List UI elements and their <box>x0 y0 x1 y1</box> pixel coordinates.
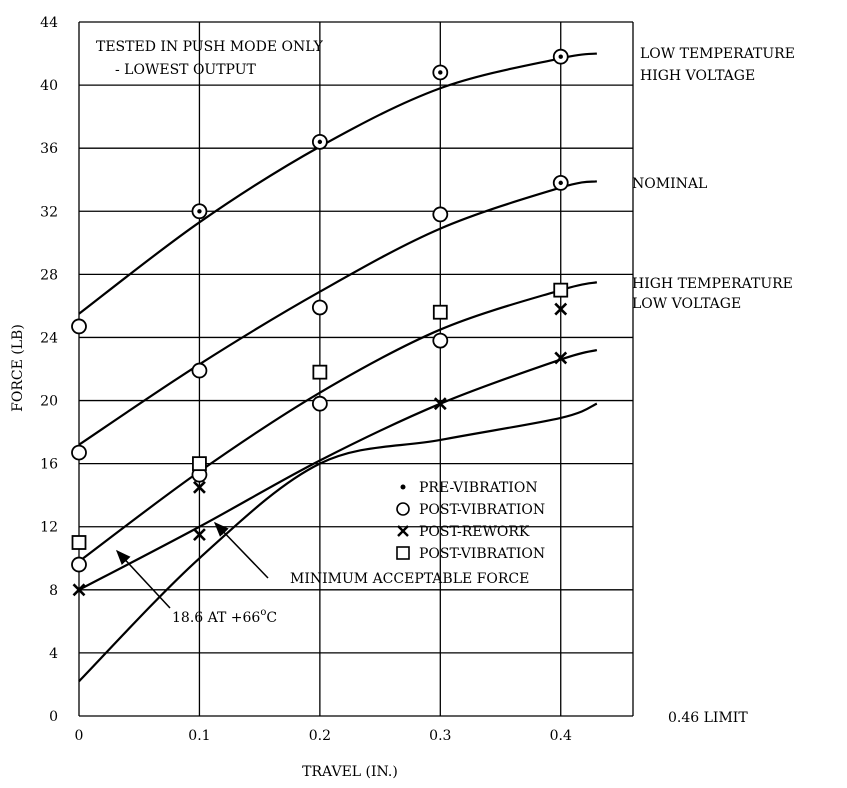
marker-x <box>193 528 206 542</box>
y-tick-label: 12 <box>40 520 58 536</box>
marker-square <box>553 282 569 298</box>
marker-x <box>193 480 206 494</box>
marker-circle <box>311 395 328 412</box>
marker-circle <box>71 556 87 573</box>
marker-x <box>72 583 86 597</box>
annotation-minimum-force-text: MINIMUM ACCEPTABLE FORCE <box>290 571 529 587</box>
note-line-1: TESTED IN PUSH MODE ONLY <box>96 39 324 55</box>
y-tick-label: 4 <box>49 646 58 662</box>
legend-marker-x-stroke <box>397 525 409 537</box>
marker-x <box>433 397 447 411</box>
marker-circle <box>71 318 87 335</box>
marker-dot <box>558 180 563 186</box>
legend-label: POST-VIBRATION <box>419 502 545 518</box>
x-axis-title: TRAVEL (IN.) <box>302 764 398 780</box>
y-tick-label: 8 <box>49 583 58 599</box>
marker-square <box>432 304 448 320</box>
curve-line <box>78 402 598 683</box>
curve-label-high-temp-2: LOW VOLTAGE <box>632 296 741 312</box>
y-tick-label: 28 <box>40 267 58 283</box>
x-tick-label: 0.4 <box>550 728 572 744</box>
y-tick-label: 20 <box>40 394 58 410</box>
marker-x-stroke <box>193 528 206 542</box>
y-tick-label: 24 <box>40 330 58 346</box>
legend-marker-square <box>396 546 410 560</box>
x-tick-label: 0 <box>75 728 84 744</box>
marker-dot <box>438 70 443 75</box>
y-tick-label: 40 <box>40 78 58 94</box>
annotation-minimum-force-arrow <box>213 521 269 579</box>
marker-dot <box>317 139 323 145</box>
marker-x-stroke <box>193 480 206 494</box>
curve-label-low-temp-1: LOW TEMPERATURE <box>640 46 795 62</box>
marker-x <box>554 351 568 365</box>
marker-circle <box>311 299 328 316</box>
curve-label-low-temp-2: HIGH VOLTAGE <box>640 68 755 84</box>
markers <box>71 48 569 597</box>
marker-x-stroke <box>433 397 447 411</box>
legend-marker-x <box>397 525 409 537</box>
marker-x-stroke <box>554 351 568 365</box>
marker-x <box>554 302 568 316</box>
y-tick-label: 0 <box>49 709 58 725</box>
marker-square <box>312 364 328 380</box>
marker-circle <box>191 362 208 379</box>
legend-marker-dot <box>400 484 406 490</box>
marker-x-stroke <box>72 583 86 597</box>
annotation-18-6: 18.6 AT +66oC <box>115 549 277 626</box>
y-tick-label: 36 <box>40 141 58 157</box>
legend-label: POST-VIBRATION <box>419 546 545 562</box>
y-tick-label: 44 <box>40 15 58 31</box>
marker-circle <box>71 444 87 461</box>
marker-circle <box>432 206 449 223</box>
marker-circle <box>432 332 449 349</box>
legend-marker-circle <box>396 502 410 516</box>
x-tick-label: 0.2 <box>309 728 331 744</box>
legend: PRE-VIBRATION POST-VIBRATION POST-REWORK PO… <box>396 480 545 562</box>
marker-dot <box>558 54 563 59</box>
annotation-18-6-text: 18.6 AT +66oC <box>172 607 277 626</box>
y-tick-label: 32 <box>40 204 58 220</box>
x-limit-label: 0.46 LIMIT <box>668 710 748 726</box>
y-axis-title: FORCE (LB) <box>10 324 26 412</box>
marker-x-stroke <box>554 302 568 316</box>
curve-label-nominal: NOMINAL <box>632 176 707 192</box>
marker-square <box>71 535 87 550</box>
note-line-2: - LOWEST OUTPUT <box>115 62 257 78</box>
x-tick-label: 0.3 <box>429 728 451 744</box>
marker-dot <box>197 209 202 214</box>
annotation-18-6-arrow <box>115 549 171 609</box>
legend-label: PRE-VIBRATION <box>419 480 538 496</box>
curve-line <box>78 281 598 563</box>
curve-label-high-temp-1: HIGH TEMPERATURE <box>632 276 793 292</box>
x-tick-label: 0.1 <box>188 728 210 744</box>
tick-labels: 0 4 8 12 16 20 24 28 32 36 40 44 0 0.1 0.2 0.3 0.4 <box>40 15 572 744</box>
y-tick-label: 16 <box>40 457 58 473</box>
annotation-minimum-force: MINIMUM ACCEPTABLE FORCE <box>213 521 529 587</box>
marker-square <box>192 456 207 472</box>
curve-line <box>78 180 598 446</box>
legend-label: POST-REWORK <box>419 524 530 540</box>
